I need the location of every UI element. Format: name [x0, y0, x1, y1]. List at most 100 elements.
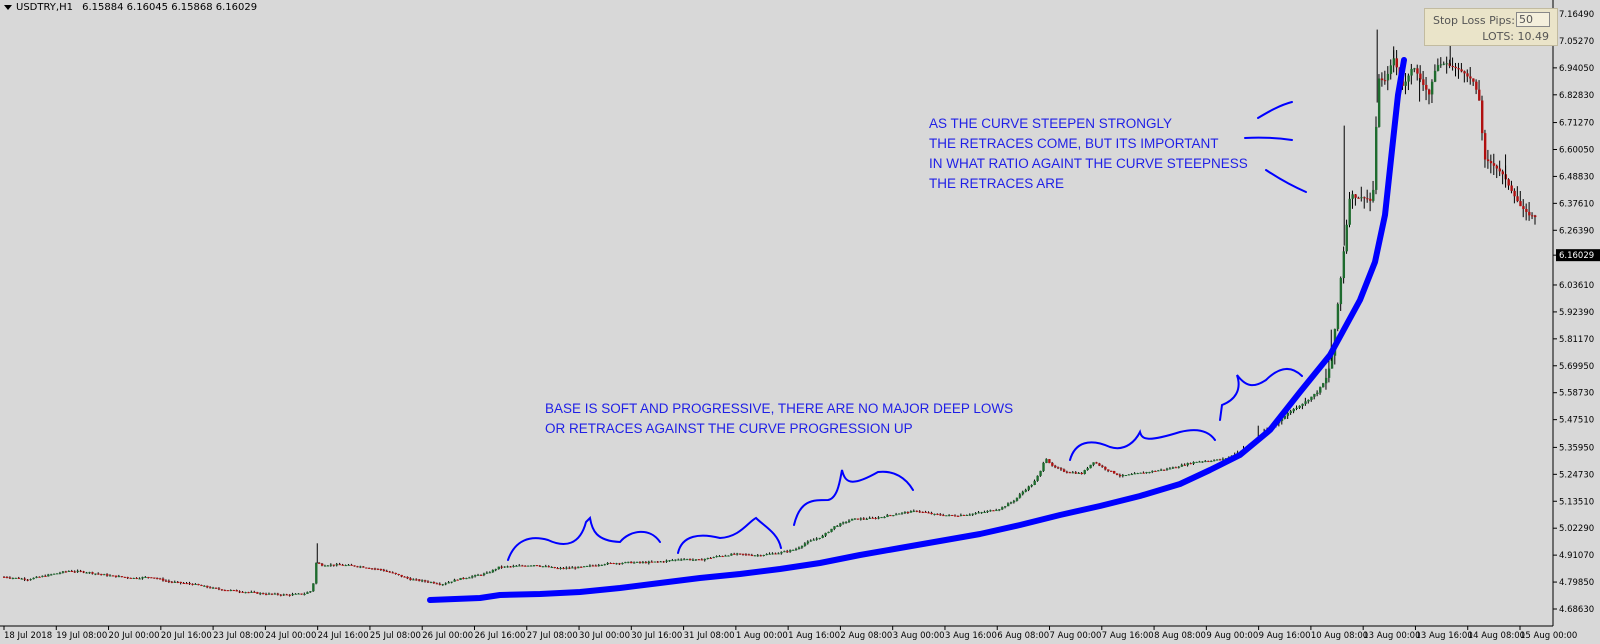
- candle-body: [968, 514, 972, 516]
- candle-body: [1289, 411, 1293, 413]
- candle-body: [733, 553, 736, 555]
- candle-body: [1077, 472, 1081, 474]
- candle-body: [712, 557, 715, 559]
- candle-body: [1189, 463, 1192, 465]
- candle-body: [1107, 469, 1110, 471]
- candle-body: [1286, 412, 1290, 416]
- candle-body: [320, 563, 324, 566]
- candle-body: [250, 591, 253, 593]
- candle-body: [214, 587, 218, 589]
- x-tick-label: 26 Jul 16:00: [474, 631, 525, 641]
- candle-body: [235, 590, 238, 592]
- candle-body: [147, 576, 150, 578]
- candle-body: [5, 576, 9, 578]
- candle-body: [653, 561, 657, 563]
- candle-body: [1207, 461, 1210, 463]
- candle-body: [326, 565, 330, 567]
- candle-body: [1360, 197, 1363, 199]
- candle-body: [262, 593, 265, 595]
- annotation-line: BASE IS SOFT AND PROGRESSIVE, THERE ARE …: [545, 401, 1014, 416]
- candle-body: [1304, 401, 1307, 404]
- hand-drawn-marks: [507, 101, 1307, 561]
- candle-body: [1054, 465, 1057, 468]
- candle-body: [29, 579, 32, 581]
- candle-body: [774, 553, 777, 555]
- candle-body: [1021, 491, 1025, 495]
- candle-body: [827, 531, 830, 534]
- candle-body: [1295, 407, 1298, 409]
- candle-body: [32, 577, 35, 580]
- candle-body: [747, 554, 751, 556]
- candle-body: [883, 516, 886, 518]
- candle-body: [768, 553, 771, 555]
- candle-body: [64, 571, 68, 573]
- candle-body: [842, 522, 845, 524]
- candle-body: [641, 562, 645, 564]
- candle-body: [47, 574, 50, 577]
- candle-body: [736, 553, 739, 555]
- candle-body: [365, 567, 368, 569]
- candle-body: [474, 575, 477, 577]
- candle-body: [962, 514, 966, 516]
- candle-body: [300, 593, 303, 595]
- candle-body: [739, 553, 742, 555]
- x-tick-label: 20 Jul 16:00: [161, 631, 212, 641]
- candle-body: [585, 565, 589, 567]
- candle-body: [818, 537, 821, 539]
- candle-body: [338, 564, 342, 566]
- candle-body: [106, 574, 109, 576]
- candle-body: [1018, 494, 1022, 498]
- x-tick-label: 26 Jul 00:00: [422, 631, 473, 641]
- trend-curve-path: [427, 57, 1407, 603]
- y-tick-label: 7.16490: [1559, 10, 1594, 20]
- candle-body: [509, 566, 512, 568]
- candle-body: [223, 590, 227, 592]
- y-tick-label: 4.79850: [1559, 578, 1594, 588]
- candle-body: [161, 578, 165, 581]
- candle-body: [694, 559, 698, 561]
- candle-body: [462, 577, 465, 579]
- candle-body: [1080, 472, 1083, 475]
- x-tick-label: 2 Aug 08:00: [840, 631, 892, 641]
- candle-body: [1112, 470, 1116, 474]
- candle-body: [14, 577, 18, 579]
- candle-body: [1057, 467, 1060, 469]
- dropdown-arrow-icon[interactable]: [4, 4, 12, 10]
- candle-body: [980, 512, 983, 514]
- candle-body: [1089, 464, 1092, 469]
- candle-body: [379, 569, 383, 571]
- candle-body: [1154, 470, 1157, 472]
- scribble-mark: [507, 515, 661, 561]
- candle-body: [8, 577, 12, 579]
- candle-body: [1098, 463, 1101, 466]
- candle-body: [1383, 80, 1387, 82]
- candle-body: [1071, 472, 1075, 474]
- candle-body: [986, 511, 989, 513]
- candle-body: [715, 556, 718, 558]
- candle-body: [939, 514, 942, 516]
- candle-body: [362, 566, 365, 568]
- candle-body: [1118, 474, 1122, 477]
- annotation-line: THE RETRACES COME, BUT ITS IMPORTANT: [929, 136, 1219, 151]
- candle-body: [1130, 474, 1134, 476]
- candle-body: [11, 577, 15, 579]
- candle-body: [114, 575, 118, 577]
- candle-body: [297, 593, 300, 595]
- candle-body: [800, 545, 804, 548]
- candle-body: [188, 583, 191, 585]
- y-tick-label: 6.48830: [1559, 172, 1594, 182]
- candle-body: [512, 565, 515, 567]
- candle-body: [1292, 408, 1295, 412]
- candle-body: [1445, 63, 1449, 65]
- candle-body: [1531, 215, 1534, 217]
- x-tick-label: 15 Aug 00:00: [1520, 631, 1577, 641]
- candle-body: [1280, 418, 1284, 422]
- candle-body: [992, 510, 995, 512]
- candle-body: [185, 583, 188, 585]
- candle-body: [936, 513, 939, 515]
- candle-body: [209, 587, 212, 589]
- candle-body: [238, 591, 241, 593]
- candle-body: [1136, 473, 1139, 475]
- stop-loss-input[interactable]: [1516, 12, 1550, 27]
